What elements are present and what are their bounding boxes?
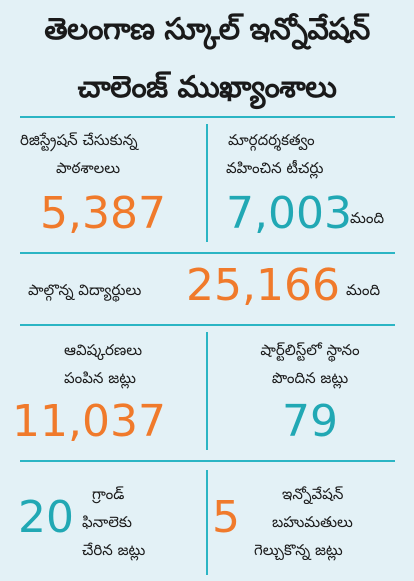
stat-students-value: 25,166 [186,260,340,311]
divider-top [20,116,395,118]
stat-finale-label-1: గ్రాండ్ [92,485,125,503]
stat-students-unit: మంది [346,281,381,299]
divider-vertical-3 [206,470,208,575]
stat-schools-label-1: రిజిస్ట్రేషన్ చేసుకున్న [20,131,138,149]
stat-shortlisted-label-2: పొందిన జట్లు [271,369,349,387]
stat-prizes-value: 5 [212,492,240,543]
title-line-1: తెలంగాణ స్కూల్ ఇన్నోవేషన్ [44,12,370,47]
stat-teachers-unit: మంది [350,209,385,227]
stat-innovations-label-2: పంపిన జట్లు [64,369,136,387]
stat-finale-value: 20 [18,492,74,543]
stat-shortlisted-value: 79 [282,396,338,447]
stat-schools-label-2: పాఠశాలలు [56,159,121,177]
stat-finale-label-2: ఫినాలెకు [82,513,132,531]
divider-3 [20,324,395,326]
divider-vertical-2 [206,332,208,450]
stat-teachers-label-1: మార్గదర్శకత్వం [228,131,315,149]
title-line-2: చాలెంజ్ ముఖ్యాంశాలు [77,70,337,105]
title: తెలంగాణ స్కూల్ ఇన్నోవేషన్ చాలెంజ్ ముఖ్యా… [0,8,414,110]
stat-prizes-label-2: బహుమతులు [272,513,353,531]
stat-teachers-label-2: వహించిన టీచర్లు [226,159,324,177]
stat-students-label: పాల్గొన్న విద్యార్థులు [28,281,142,299]
stat-schools-value: 5,387 [40,188,166,239]
divider-4 [20,460,395,462]
stat-finale-label-3: చేరిన జట్లు [82,541,146,559]
stat-innovations-label-1: ఆవిష్కరణలు [64,341,143,359]
stat-innovations-value: 11,037 [12,396,166,447]
divider-2 [20,252,395,254]
stat-prizes-label-1: ఇన్నోవేషన్ [282,485,344,503]
divider-vertical-1 [206,124,208,242]
stat-teachers-value: 7,003 [226,188,352,239]
stat-shortlisted-label-1: షార్ట్‌లిస్ట్‌లో స్థానం [260,341,360,359]
stat-prizes-label-3: గెల్చుకొన్న జట్లు [254,541,343,559]
